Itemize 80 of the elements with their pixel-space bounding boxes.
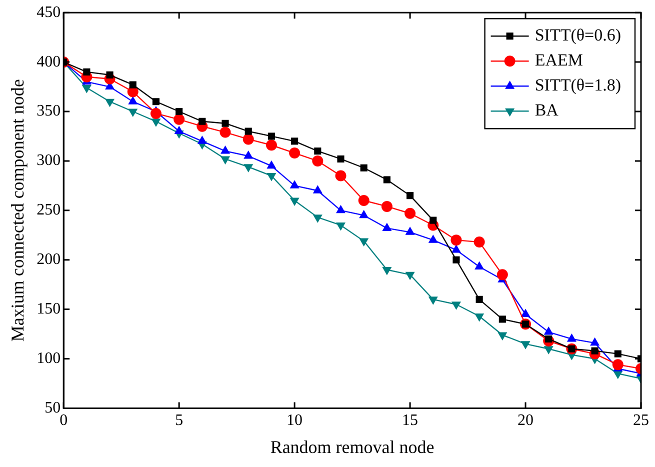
y-tick-label: 300 bbox=[36, 152, 61, 170]
point bbox=[450, 234, 462, 246]
point bbox=[312, 185, 322, 194]
point bbox=[358, 195, 370, 206]
point bbox=[614, 350, 622, 358]
y-tick-label: 50 bbox=[44, 399, 61, 416]
point bbox=[406, 192, 414, 200]
x-tick-label: 5 bbox=[175, 412, 184, 430]
point bbox=[383, 176, 390, 184]
point bbox=[129, 81, 136, 88]
point bbox=[337, 155, 344, 163]
point bbox=[476, 296, 483, 303]
legend-label: SITT(θ=0.6) bbox=[534, 26, 621, 45]
point bbox=[220, 126, 231, 138]
point bbox=[174, 126, 184, 134]
point bbox=[474, 236, 485, 248]
point bbox=[289, 148, 300, 159]
y-tick-label: 400 bbox=[36, 53, 61, 70]
y-tick-label: 450 bbox=[36, 4, 61, 21]
point bbox=[360, 164, 368, 172]
point bbox=[152, 98, 160, 106]
point bbox=[336, 222, 346, 231]
point bbox=[381, 200, 392, 212]
point bbox=[359, 238, 369, 247]
point bbox=[197, 136, 207, 144]
point bbox=[336, 204, 346, 214]
y-tick-label: 150 bbox=[36, 300, 61, 318]
point bbox=[244, 150, 254, 159]
point bbox=[290, 198, 300, 206]
point bbox=[220, 156, 230, 164]
point bbox=[430, 216, 437, 224]
point bbox=[544, 346, 554, 354]
point bbox=[452, 256, 460, 264]
point bbox=[198, 118, 206, 125]
y-tick-label: 100 bbox=[36, 350, 61, 367]
point bbox=[382, 266, 392, 276]
point bbox=[612, 359, 624, 370]
point bbox=[176, 108, 183, 116]
point bbox=[474, 313, 484, 322]
y-tick-label: 350 bbox=[36, 102, 61, 120]
x-tick-label: 20 bbox=[518, 412, 534, 430]
x-tick-label: 0 bbox=[60, 412, 68, 430]
point bbox=[266, 160, 276, 169]
point bbox=[83, 68, 90, 76]
x-tick-label: 25 bbox=[633, 412, 649, 430]
point bbox=[106, 71, 114, 78]
point bbox=[266, 140, 277, 151]
y-tick-label: 200 bbox=[36, 251, 61, 268]
point bbox=[520, 341, 530, 350]
point bbox=[312, 214, 322, 223]
y-axis-title: Maxium connected component node bbox=[8, 79, 28, 342]
point bbox=[222, 120, 229, 127]
point bbox=[428, 296, 438, 305]
legend-label: EAEM bbox=[534, 50, 583, 70]
point bbox=[314, 148, 322, 155]
point bbox=[128, 96, 138, 104]
point bbox=[268, 132, 275, 140]
point bbox=[220, 146, 230, 154]
legend-label: SITT(θ=1.8) bbox=[534, 76, 621, 95]
point bbox=[405, 272, 415, 280]
point bbox=[451, 302, 461, 310]
point bbox=[496, 269, 508, 280]
point bbox=[335, 170, 346, 182]
point bbox=[291, 138, 298, 145]
y-tick-label: 250 bbox=[36, 202, 61, 219]
point bbox=[498, 332, 508, 341]
point bbox=[290, 180, 300, 188]
x-tick-label: 10 bbox=[286, 412, 303, 430]
point bbox=[498, 316, 506, 323]
point bbox=[312, 155, 324, 166]
point bbox=[244, 164, 254, 172]
x-axis-title: Random removal node bbox=[270, 436, 434, 457]
point bbox=[242, 134, 254, 145]
x-tick-label: 15 bbox=[402, 412, 418, 430]
point bbox=[244, 128, 252, 135]
point bbox=[404, 208, 416, 219]
point bbox=[359, 210, 369, 218]
legend-label: BA bbox=[534, 100, 560, 120]
point bbox=[150, 108, 162, 119]
point bbox=[174, 114, 185, 125]
